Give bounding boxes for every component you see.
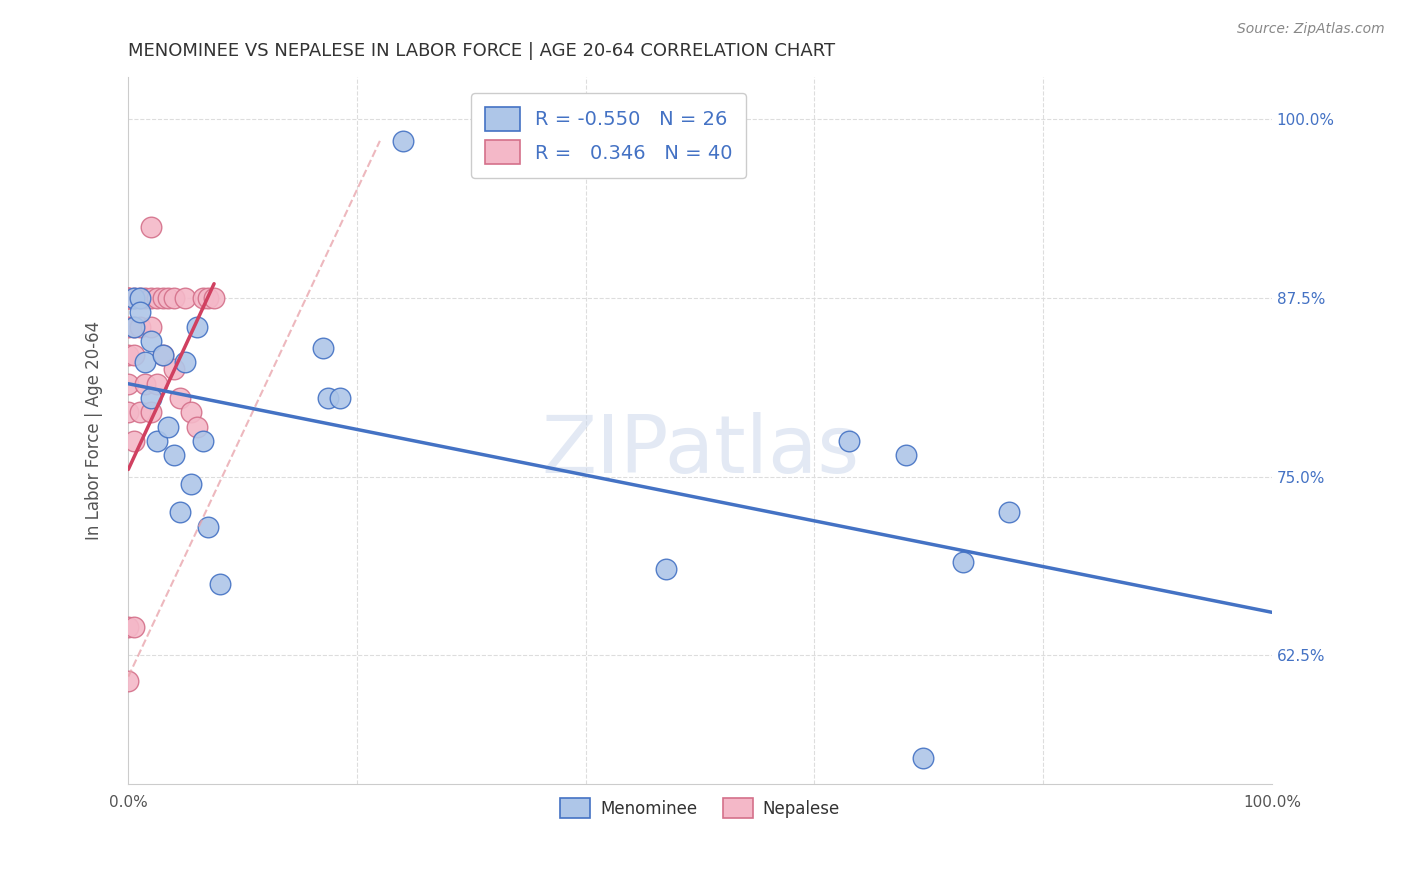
Point	[117, 291, 139, 305]
Point	[141, 319, 163, 334]
Point	[191, 434, 214, 448]
Text: MENOMINEE VS NEPALESE IN LABOR FORCE | AGE 20-64 CORRELATION CHART: MENOMINEE VS NEPALESE IN LABOR FORCE | A…	[128, 42, 835, 60]
Point	[318, 391, 340, 405]
Point	[186, 419, 208, 434]
Point	[117, 405, 139, 419]
Point	[117, 291, 139, 305]
Point	[952, 555, 974, 569]
Point	[122, 291, 145, 305]
Point	[122, 434, 145, 448]
Point	[146, 376, 169, 391]
Point	[134, 376, 156, 391]
Point	[117, 673, 139, 688]
Point	[197, 519, 219, 533]
Point	[163, 362, 186, 376]
Point	[141, 405, 163, 419]
Point	[122, 319, 145, 334]
Point	[117, 619, 139, 633]
Point	[655, 562, 678, 576]
Point	[141, 334, 163, 348]
Point	[141, 291, 163, 305]
Point	[169, 391, 191, 405]
Point	[329, 391, 352, 405]
Point	[134, 355, 156, 369]
Point	[186, 319, 208, 334]
Point	[128, 319, 150, 334]
Point	[202, 291, 225, 305]
Point	[117, 291, 139, 305]
Point	[146, 434, 169, 448]
Point	[912, 751, 935, 765]
Point	[838, 434, 860, 448]
Text: Source: ZipAtlas.com: Source: ZipAtlas.com	[1237, 22, 1385, 37]
Point	[128, 291, 150, 305]
Point	[163, 448, 186, 462]
Point	[152, 348, 174, 362]
Point	[312, 341, 335, 355]
Point	[174, 291, 197, 305]
Point	[157, 419, 180, 434]
Point	[180, 405, 202, 419]
Point	[174, 355, 197, 369]
Point	[208, 576, 231, 591]
Point	[128, 405, 150, 419]
Point	[169, 505, 191, 519]
Point	[122, 319, 145, 334]
Point	[152, 348, 174, 362]
Point	[191, 291, 214, 305]
Point	[117, 348, 139, 362]
Point	[117, 376, 139, 391]
Point	[128, 305, 150, 319]
Text: ZIPatlas: ZIPatlas	[541, 412, 859, 491]
Point	[163, 291, 186, 305]
Point	[134, 291, 156, 305]
Point	[128, 291, 150, 305]
Point	[391, 134, 413, 148]
Point	[141, 219, 163, 234]
Point	[122, 619, 145, 633]
Point	[197, 291, 219, 305]
Point	[122, 348, 145, 362]
Point	[122, 291, 145, 305]
Point	[141, 391, 163, 405]
Point	[998, 505, 1021, 519]
Point	[117, 319, 139, 334]
Legend: Menominee, Nepalese: Menominee, Nepalese	[554, 791, 846, 825]
Y-axis label: In Labor Force | Age 20-64: In Labor Force | Age 20-64	[86, 320, 103, 540]
Point	[157, 291, 180, 305]
Point	[894, 448, 917, 462]
Point	[146, 291, 169, 305]
Point	[180, 476, 202, 491]
Point	[152, 291, 174, 305]
